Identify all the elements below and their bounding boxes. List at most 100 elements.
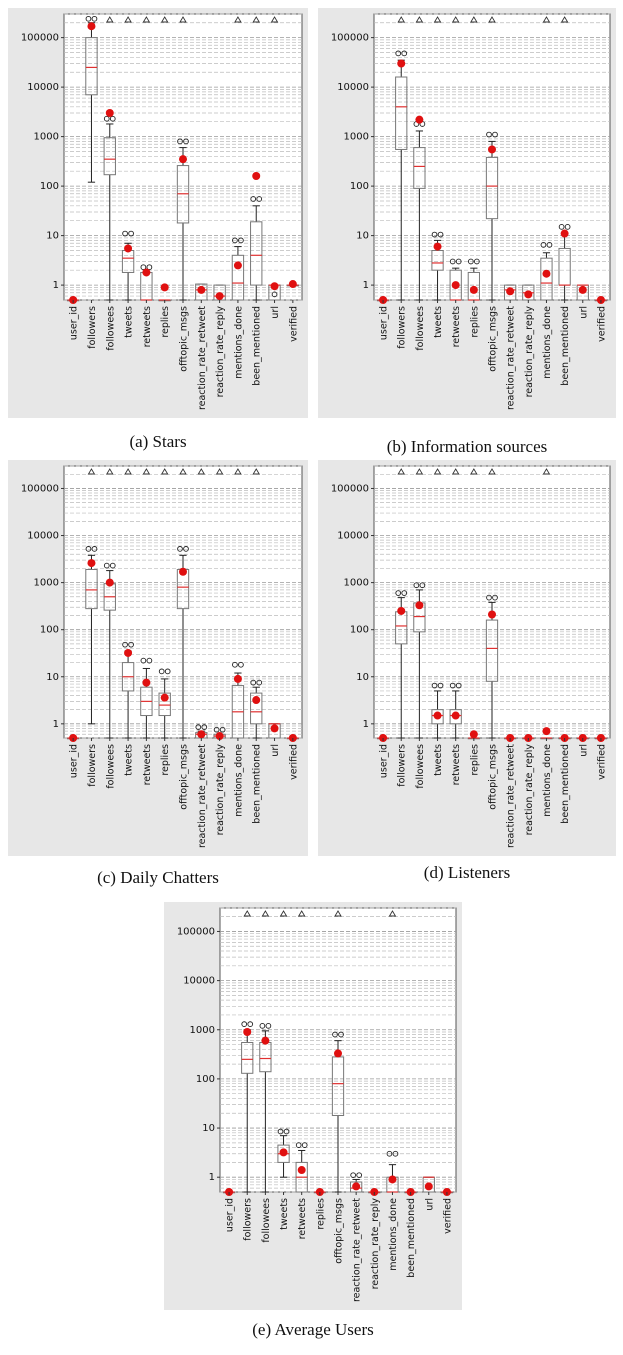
mean-point — [270, 724, 279, 733]
outlier-point — [250, 679, 257, 686]
mean-point — [352, 1182, 361, 1191]
outlier-point — [201, 724, 208, 731]
outside-range-marker — [297, 910, 306, 917]
y-tick-label: 100 — [40, 181, 59, 192]
x-tick-label: mentions_done — [542, 744, 553, 817]
outlier-point — [455, 258, 462, 265]
mean-point — [433, 242, 442, 251]
outlier-point — [437, 231, 444, 238]
outside-range-marker — [142, 468, 151, 475]
mean-point — [469, 285, 478, 294]
mean-point — [179, 567, 187, 576]
outlier-point — [431, 682, 438, 689]
mean-point — [334, 1049, 342, 1058]
outlier-point — [183, 138, 189, 145]
outlier-point — [271, 291, 278, 298]
mean-point — [105, 108, 114, 117]
y-tick-label: 10000 — [183, 976, 215, 987]
mean-point — [179, 155, 187, 164]
mean-point — [424, 1182, 433, 1191]
box-followees — [413, 147, 426, 189]
boxplot-stars: 1 10 100 1000 10000 100000 user_id followers fol… — [21, 13, 303, 410]
caption-listeners: (d) Listeners — [423, 863, 511, 882]
outlier-point — [259, 1023, 266, 1029]
outlier-point — [401, 590, 408, 596]
outlier-point — [392, 1150, 399, 1157]
outside-range-marker — [234, 16, 242, 23]
x-tick-label: tweets — [124, 744, 135, 776]
x-tick-label: verified — [596, 744, 607, 780]
outside-range-marker — [397, 468, 406, 475]
mean-point — [451, 281, 460, 290]
x-tick-label: verified — [288, 306, 299, 342]
caption-average-users: (e) Average Users — [252, 1320, 374, 1339]
outlier-point — [473, 258, 480, 265]
outside-range-marker — [179, 16, 187, 23]
x-tick-label: mentions_done — [388, 1198, 399, 1271]
mean-point — [469, 730, 478, 739]
x-tick-label: replies — [315, 1198, 326, 1230]
x-tick-label: url — [270, 744, 281, 757]
y-tick-label: 10000 — [337, 531, 369, 542]
x-tick-label: been_mentioned — [406, 1198, 417, 1278]
y-tick-label: 1 — [53, 280, 59, 291]
outlier-point — [232, 661, 238, 668]
mean-point — [433, 711, 442, 720]
x-tick-label: retweets — [142, 306, 153, 347]
outlier-point — [486, 594, 492, 601]
outside-range-marker — [433, 16, 442, 23]
y-tick-label: 10000 — [27, 531, 59, 542]
mean-point — [297, 1166, 306, 1175]
outside-range-marker — [124, 468, 132, 475]
mean-point — [160, 283, 169, 292]
mean-point — [279, 1148, 288, 1157]
mean-point — [415, 115, 424, 124]
outlier-point — [419, 582, 426, 589]
x-tick-label: verified — [596, 306, 607, 342]
outside-range-marker — [560, 16, 569, 23]
outlier-point — [241, 1021, 248, 1028]
mean-point — [397, 59, 406, 68]
outlier-point — [492, 594, 498, 601]
mean-point — [451, 711, 460, 720]
mean-point — [197, 730, 206, 739]
outlier-point — [219, 726, 226, 733]
x-tick-label: offtopic_msgs — [488, 306, 499, 372]
y-tick-label: 1000 — [344, 578, 369, 589]
outlier-point — [91, 546, 98, 552]
x-tick-label: retweets — [297, 1198, 308, 1239]
box-followees — [103, 137, 116, 176]
box-replies — [158, 692, 171, 717]
outside-range-marker — [142, 16, 151, 23]
box-offtopic_msgs — [485, 156, 499, 220]
outside-range-marker — [415, 16, 424, 23]
outlier-point — [395, 50, 402, 57]
outlier-point — [540, 242, 547, 248]
mean-point — [87, 22, 96, 31]
outlier-point — [295, 1142, 302, 1148]
outlier-point — [431, 231, 438, 238]
outlier-point — [395, 590, 402, 596]
y-tick-label: 100 — [196, 1074, 215, 1085]
x-tick-label: tweets — [279, 1198, 290, 1230]
outside-range-marker — [470, 16, 478, 23]
outlier-point — [558, 224, 565, 230]
x-tick-label: reaction_rate_reply — [215, 306, 226, 398]
x-tick-label: followers — [87, 306, 98, 349]
outlier-point — [85, 15, 92, 22]
panel-stars: 1 10 100 1000 10000 100000 user_id followers fol… — [8, 8, 308, 418]
mean-point — [252, 696, 261, 705]
x-tick-label: reaction_rate_reply — [215, 744, 226, 836]
x-tick-label: mentions_done — [233, 306, 244, 379]
outlier-point — [283, 1128, 290, 1135]
x-tick-label: offtopic_msgs — [179, 306, 190, 372]
outlier-point — [449, 682, 456, 689]
outlier-point — [401, 50, 408, 57]
x-tick-label: been_mentioned — [560, 306, 571, 386]
x-tick-label: followers — [397, 306, 408, 349]
outside-range-marker — [105, 468, 114, 475]
x-tick-label: been_mentioned — [252, 306, 263, 386]
box-followers — [395, 76, 408, 150]
outlier-point — [85, 546, 92, 552]
outside-range-marker — [542, 16, 551, 23]
